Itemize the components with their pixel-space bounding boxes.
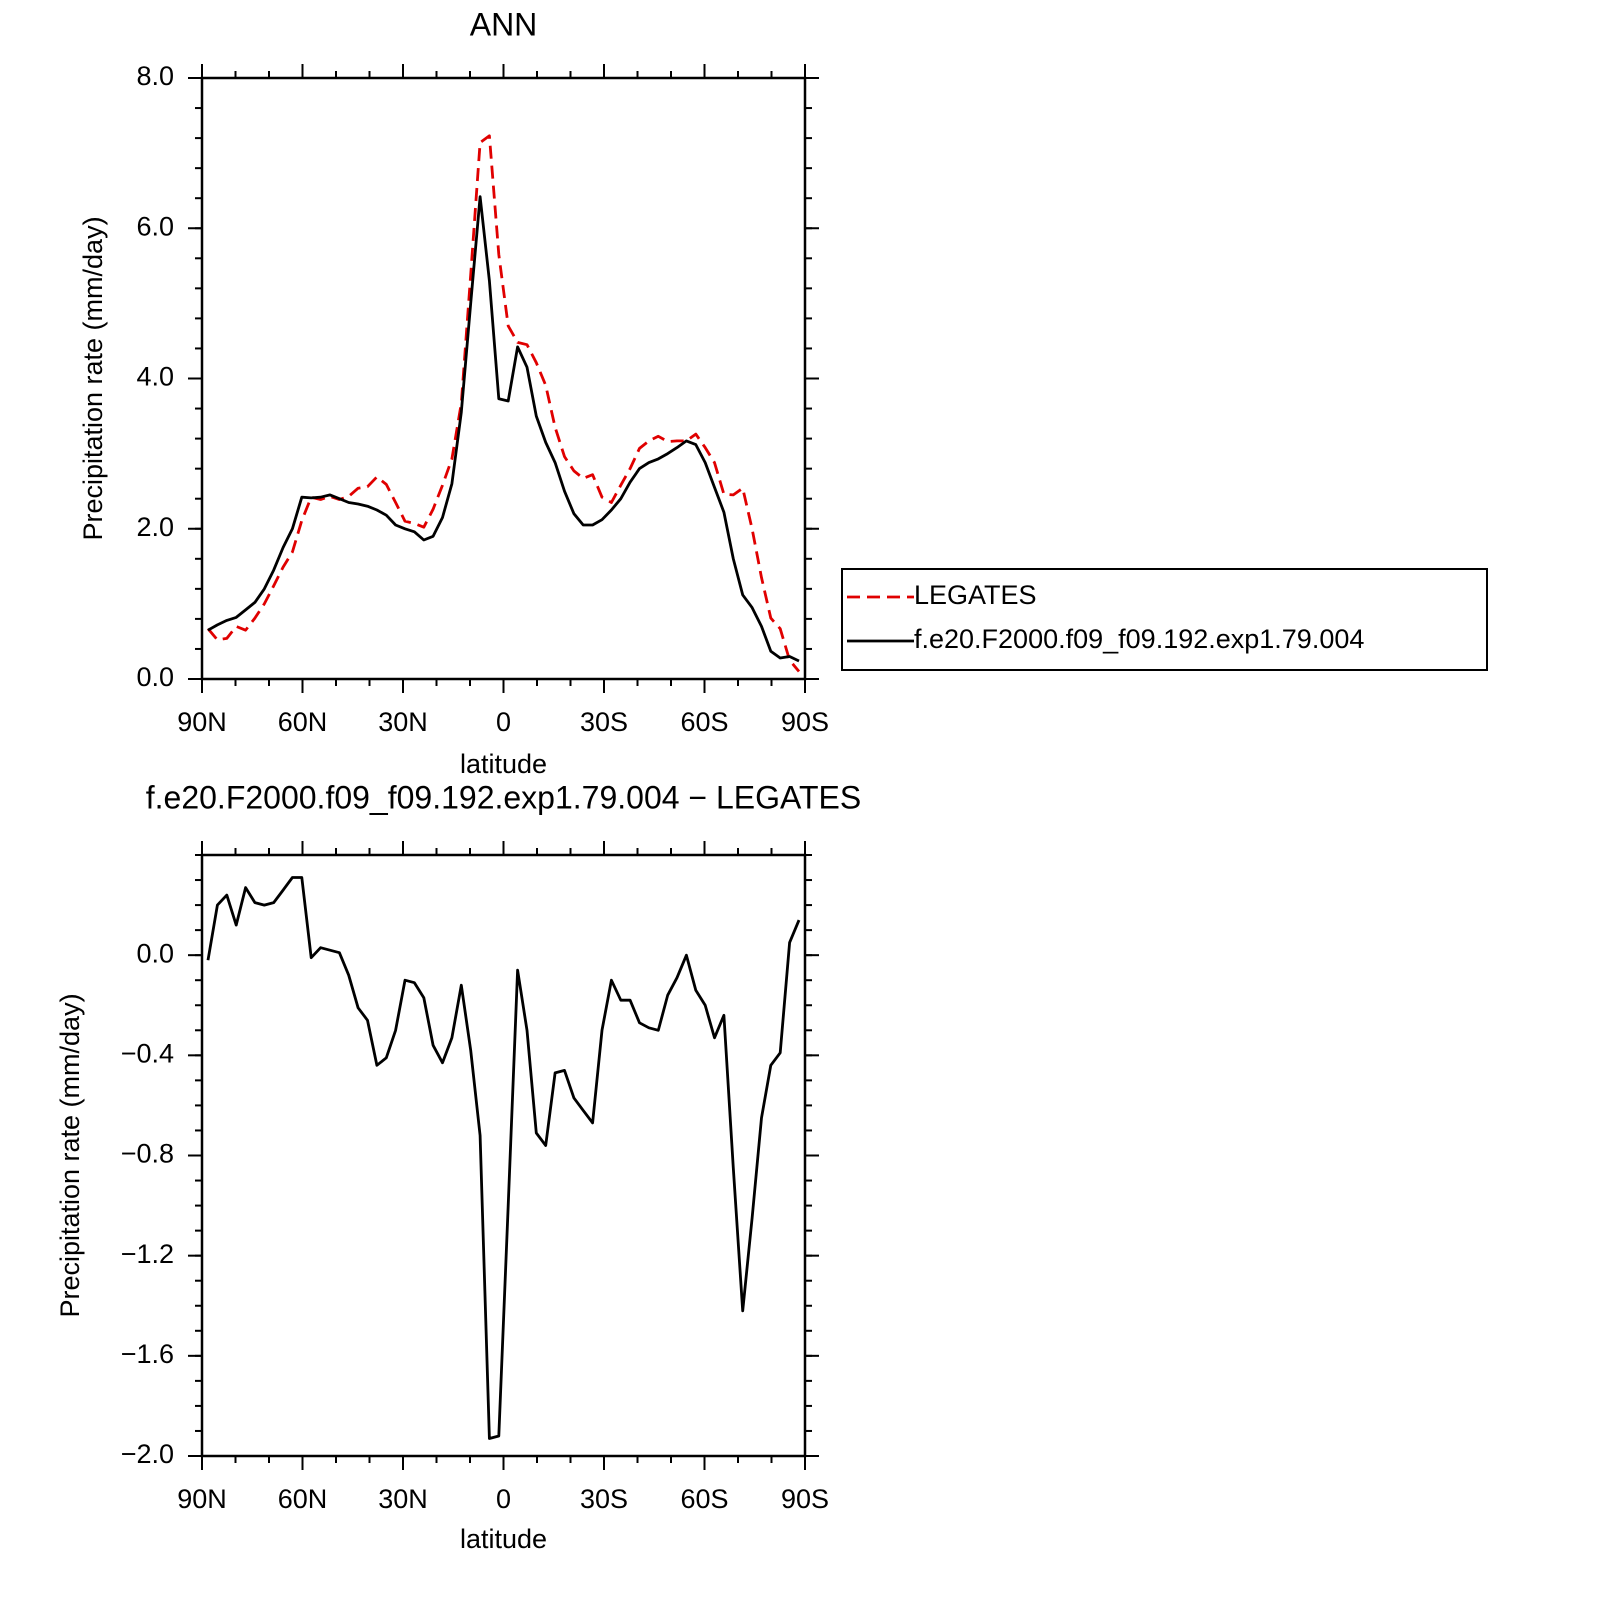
plot-frame [200, 76, 807, 681]
chart-title: ANN [470, 6, 538, 42]
y-tick-label: −1.6 [121, 1339, 174, 1369]
y-tick-label: −0.8 [121, 1139, 174, 1169]
y-tick-label: 2.0 [136, 512, 174, 542]
legend-box [841, 568, 1488, 671]
x-axis-label: latitude [460, 749, 547, 779]
data-line [206, 134, 801, 673]
y-tick-label: 6.0 [136, 211, 174, 241]
x-tick-label: 90S [781, 707, 829, 737]
y-tick-label: 4.0 [136, 362, 174, 392]
legend-label: LEGATES [914, 580, 1037, 610]
x-tick-label: 90N [177, 707, 227, 737]
x-tick-label: 60N [278, 707, 328, 737]
y-tick-label: 0.0 [136, 662, 174, 692]
x-tick-label: 0 [496, 1484, 511, 1514]
y-tick-label: −2.0 [121, 1439, 174, 1469]
legend-label: f.e20.F2000.f09_f09.192.exp1.79.004 [914, 624, 1364, 654]
x-tick-label: 60S [680, 707, 728, 737]
x-tick-label: 30S [580, 1484, 628, 1514]
y-tick-label: −0.4 [121, 1038, 174, 1068]
x-tick-label: 30N [378, 1484, 428, 1514]
y-axis-label: Precipitation rate (mm/day) [55, 993, 85, 1317]
x-tick-label: 30S [580, 707, 628, 737]
data-line [207, 195, 800, 663]
x-axis-label: latitude [460, 1524, 547, 1554]
chart-title: f.e20.F2000.f09_f09.192.exp1.79.004 − LE… [146, 779, 861, 815]
x-tick-label: 90S [781, 1484, 829, 1514]
x-tick-label: 60N [278, 1484, 328, 1514]
y-tick-label: 0.0 [136, 938, 174, 968]
y-tick-label: 8.0 [136, 61, 174, 91]
y-tick-label: −1.2 [121, 1239, 174, 1269]
x-tick-label: 90N [177, 1484, 227, 1514]
plot-frame [200, 853, 807, 1458]
x-tick-label: 0 [496, 707, 511, 737]
y-axis-label: Precipitation rate (mm/day) [78, 216, 108, 540]
x-tick-label: 60S [680, 1484, 728, 1514]
data-line [206, 876, 801, 1440]
x-tick-label: 30N [378, 707, 428, 737]
